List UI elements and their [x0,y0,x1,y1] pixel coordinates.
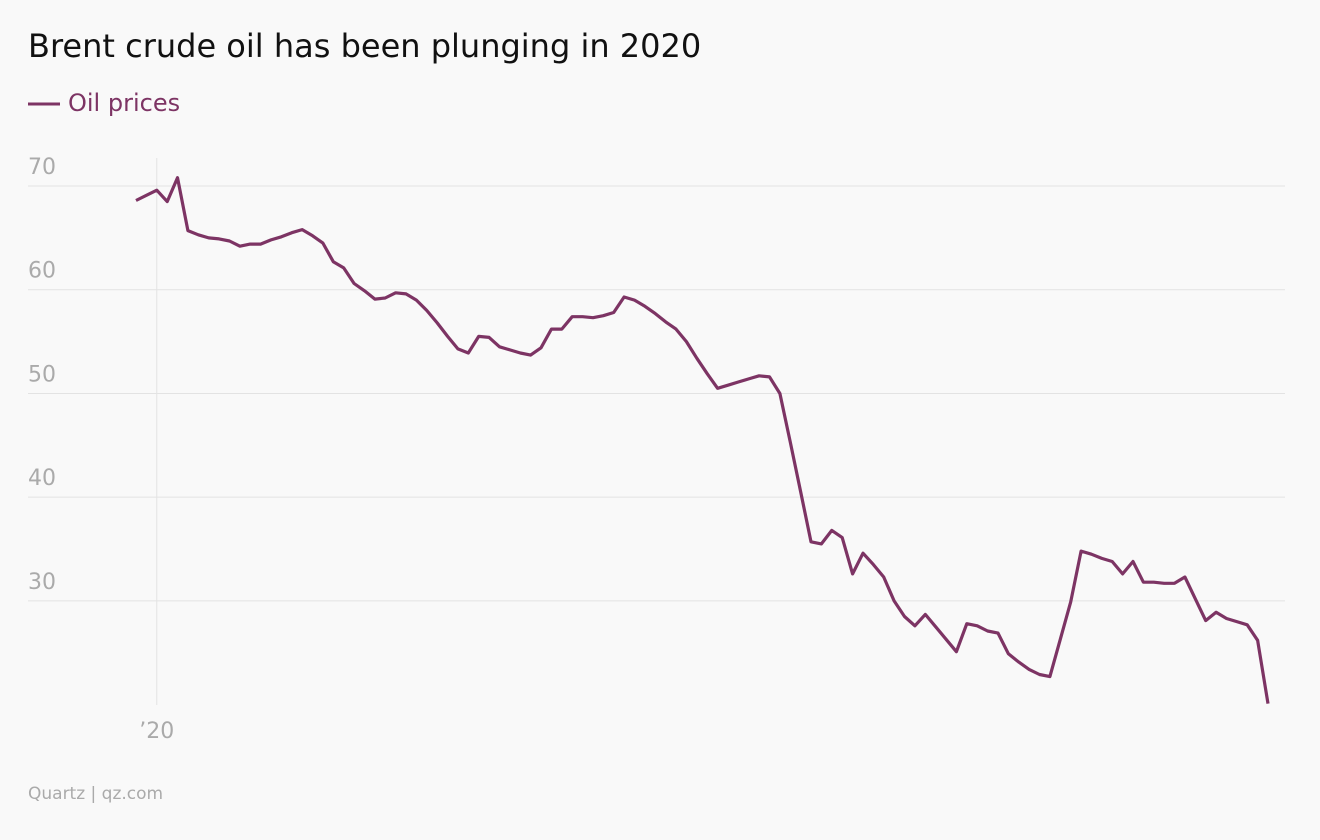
y-tick-label: 40 [28,466,56,491]
x-tick-label: ’20 [139,719,174,744]
source: Quartz | qz.com [28,784,163,804]
legend-label: Oil prices [68,89,180,117]
y-tick-label: 30 [28,570,56,595]
y-tick-label: 60 [28,259,56,284]
y-tick-label: 70 [28,155,56,180]
y-tick-label: 50 [28,362,56,387]
line [135,176,1270,704]
chart-title: Brent crude oil has been plunging in 202… [28,27,701,65]
